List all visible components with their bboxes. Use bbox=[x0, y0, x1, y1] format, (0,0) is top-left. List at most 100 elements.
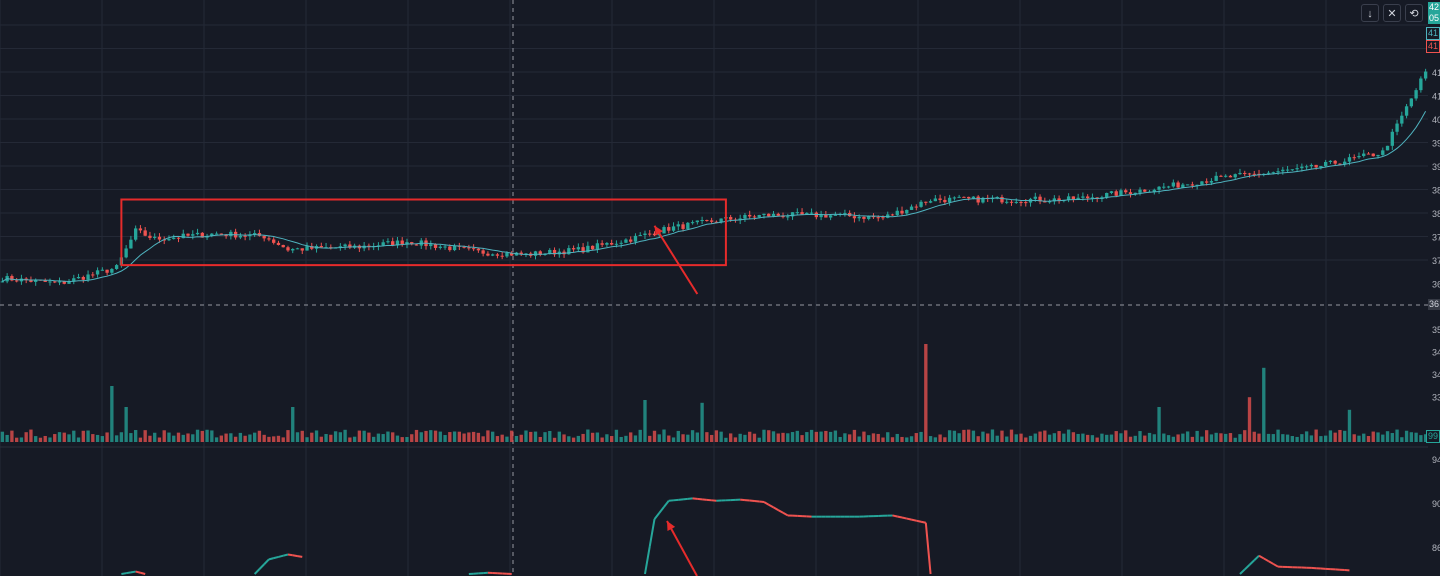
indicator-segment bbox=[273, 555, 279, 560]
candle-body bbox=[81, 277, 85, 280]
candle-body bbox=[286, 247, 290, 251]
collapse-button[interactable]: ✕ bbox=[1383, 4, 1401, 22]
volume-bar bbox=[676, 430, 680, 442]
volume-bar bbox=[890, 437, 895, 442]
candle-body bbox=[495, 254, 500, 256]
candle-body bbox=[462, 246, 466, 248]
volume-bar bbox=[828, 431, 833, 442]
volume-bar bbox=[633, 435, 638, 442]
volume-bar bbox=[443, 435, 447, 442]
volume-bar bbox=[1371, 431, 1375, 442]
volume-bar bbox=[219, 435, 224, 442]
indicator-segment bbox=[892, 514, 898, 518]
candle-body bbox=[1404, 106, 1409, 116]
indicator-segment bbox=[782, 511, 789, 517]
volume-bar bbox=[519, 434, 523, 442]
candle-body bbox=[43, 280, 47, 282]
volume-bar bbox=[1085, 434, 1090, 442]
candle-body bbox=[200, 232, 204, 238]
candle-body bbox=[1057, 198, 1061, 202]
volume-bar bbox=[1114, 431, 1118, 442]
candle-body bbox=[1266, 172, 1271, 174]
volume-bar bbox=[1043, 430, 1047, 442]
volume-bar bbox=[1352, 434, 1356, 442]
volume-bar bbox=[1028, 435, 1033, 442]
candle-body bbox=[153, 236, 157, 238]
volume-bar bbox=[414, 429, 419, 442]
candle-body bbox=[824, 214, 828, 218]
candle-body bbox=[995, 196, 999, 199]
candle-body bbox=[510, 252, 514, 256]
volume-bar bbox=[681, 434, 685, 442]
volume-bar bbox=[257, 430, 262, 442]
candle-body bbox=[524, 253, 528, 255]
candle-body bbox=[548, 249, 552, 254]
price-axis-tick-label: 36 bbox=[1432, 280, 1440, 290]
volume-bar bbox=[924, 344, 928, 442]
volume-bar bbox=[743, 434, 747, 442]
candle-body bbox=[809, 212, 814, 214]
indicator-axis-tick-label: 90 bbox=[1432, 499, 1440, 509]
candle-body bbox=[538, 251, 542, 255]
candle-body bbox=[1071, 196, 1076, 200]
candle-body bbox=[281, 244, 285, 248]
candle-body bbox=[1185, 184, 1190, 186]
candle-body bbox=[924, 201, 928, 203]
candle-body bbox=[1038, 196, 1042, 202]
volume-bar bbox=[557, 431, 561, 442]
candle-body bbox=[1119, 190, 1123, 196]
moving-average-line bbox=[2, 110, 1427, 283]
volume-bar bbox=[952, 430, 957, 442]
volume-bar bbox=[1105, 434, 1109, 442]
indicator-segment bbox=[763, 501, 770, 506]
volume-bar bbox=[1200, 436, 1204, 442]
fit-button[interactable]: ⟲ bbox=[1405, 4, 1423, 22]
candle-body bbox=[1271, 172, 1275, 174]
volume-bar bbox=[590, 432, 595, 442]
candle-body bbox=[1076, 197, 1080, 200]
volume-bar bbox=[267, 436, 271, 442]
candle-body bbox=[586, 245, 590, 253]
candle-body bbox=[614, 243, 619, 245]
volume-axis-tick-label: 33 bbox=[1432, 393, 1440, 403]
candle-body bbox=[1157, 186, 1161, 190]
candle-body bbox=[909, 206, 914, 210]
volume-bar bbox=[762, 429, 766, 442]
volume-bar bbox=[857, 436, 861, 442]
candle-body bbox=[667, 227, 671, 231]
indicator-segment bbox=[1244, 564, 1251, 571]
volume-bar bbox=[1338, 429, 1342, 442]
volume-bar bbox=[229, 433, 233, 442]
candle-body bbox=[138, 228, 143, 231]
candle-body bbox=[1357, 156, 1361, 158]
volume-bar bbox=[243, 435, 247, 442]
volume-bar bbox=[709, 434, 714, 442]
volume-bar bbox=[900, 436, 904, 442]
volume-bar bbox=[400, 437, 404, 442]
candle-body bbox=[1152, 189, 1156, 192]
volume-bar bbox=[86, 430, 90, 442]
scroll-down-button[interactable]: ↓ bbox=[1361, 4, 1379, 22]
volume-bar bbox=[995, 435, 999, 442]
volume-bar bbox=[1381, 434, 1385, 442]
volume-bar bbox=[419, 432, 423, 442]
volume-bar bbox=[29, 429, 33, 442]
volume-bar bbox=[533, 431, 538, 442]
volume-bar bbox=[333, 431, 338, 442]
candle-body bbox=[1138, 189, 1142, 193]
volume-bar bbox=[838, 436, 842, 442]
volume-bar bbox=[1009, 429, 1014, 442]
volume-bar bbox=[1071, 432, 1076, 442]
candle-body bbox=[176, 237, 181, 239]
volume-bar bbox=[1300, 434, 1304, 442]
candle-body bbox=[966, 196, 971, 199]
indicator-segment bbox=[663, 500, 670, 508]
indicator-segment bbox=[643, 546, 651, 575]
volume-bar bbox=[143, 430, 147, 442]
candle-body bbox=[633, 235, 638, 242]
candle-body bbox=[819, 214, 823, 218]
candle-body bbox=[219, 233, 224, 235]
volume-bar bbox=[1276, 429, 1280, 442]
volume-bar bbox=[1143, 435, 1147, 442]
